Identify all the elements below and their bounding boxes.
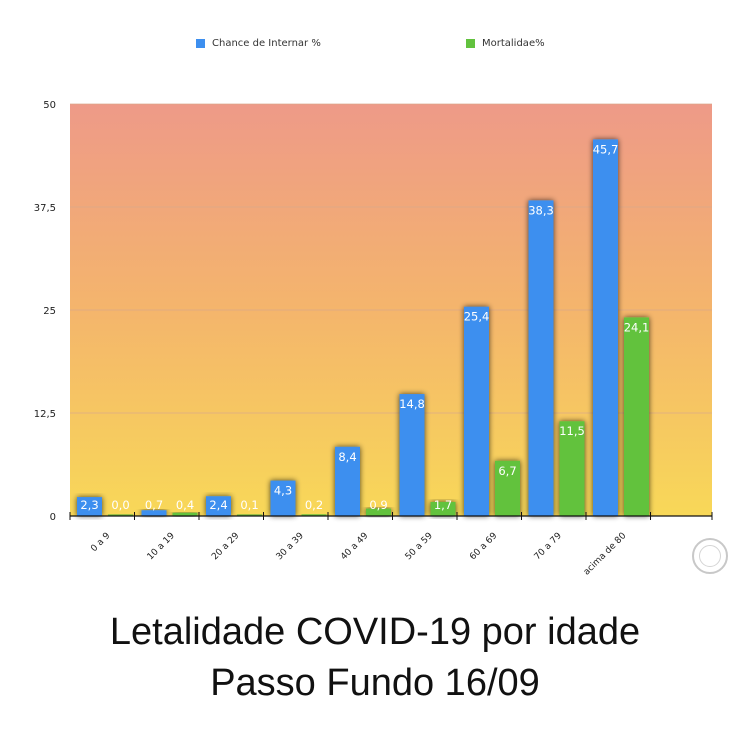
bar-mortalidade — [301, 514, 327, 516]
bar-mortalidade — [624, 317, 649, 516]
legend-item-mortalidade: Mortalidae% — [466, 38, 545, 49]
bar-mortalidade — [366, 508, 391, 516]
data-label: 45,7 — [593, 142, 619, 156]
y-tick-label: 37,5 — [34, 203, 56, 214]
data-label: 14,8 — [399, 397, 425, 411]
data-label: 0,4 — [176, 498, 194, 512]
y-tick-label: 50 — [43, 100, 56, 111]
data-label: 24,1 — [624, 320, 650, 334]
data-label: 6,7 — [498, 464, 516, 478]
bar-mortalidade — [237, 514, 262, 516]
bar-mortalidade — [108, 514, 133, 516]
bar-chance — [464, 306, 489, 516]
chart-title-line-2: Passo Fundo 16/09 — [210, 662, 540, 704]
legend-item-chance: Chance de Internar % — [196, 38, 321, 49]
x-tick-label: 60 a 69 — [468, 531, 499, 562]
bar-mortalidade — [430, 501, 456, 516]
bar-chance — [270, 480, 296, 516]
data-label: 0,2 — [305, 498, 323, 512]
x-tick-label: 40 a 49 — [339, 531, 370, 562]
bar-chance — [528, 200, 554, 516]
data-label: 8,4 — [338, 450, 356, 464]
bar-chance — [593, 139, 618, 516]
data-label: 0,0 — [111, 498, 129, 512]
chart-title-line-1: Letalidade COVID-19 por idade — [109, 611, 641, 653]
data-label: 38,3 — [528, 203, 554, 217]
x-tick-label: 70 a 79 — [533, 531, 564, 562]
x-tick-label: 50 a 59 — [404, 531, 435, 562]
bar-chart: 0 12,5 25 37,5 50 2,3 0,7 2,4 4,3 8,4 14,8 25,4 38,… — [34, 100, 713, 578]
bar-chance — [77, 497, 102, 516]
x-tick-label: 20 a 29 — [210, 531, 241, 562]
x-tick-label: 0 a 9 — [89, 531, 112, 554]
legend-swatch-mortalidade — [466, 39, 475, 48]
data-label: 2,3 — [80, 498, 98, 512]
bar-chance — [335, 446, 360, 516]
bar-chance — [206, 496, 231, 516]
bar-chance — [399, 394, 425, 516]
x-tick-label: acima de 80 — [582, 531, 629, 578]
bar-mortalidade — [495, 460, 520, 516]
data-label: 0,1 — [240, 498, 258, 512]
data-label: 0,9 — [369, 498, 387, 512]
bar-mortalidade — [559, 421, 585, 516]
data-label: 2,4 — [209, 498, 227, 512]
data-label: 11,5 — [559, 424, 585, 438]
home-button[interactable] — [692, 538, 728, 574]
x-tick-label: 30 a 39 — [275, 531, 306, 562]
legend-label-chance: Chance de Internar % — [212, 38, 321, 49]
data-label: 0,7 — [145, 498, 163, 512]
data-label: 1,7 — [434, 498, 452, 512]
data-label: 25,4 — [464, 310, 490, 324]
y-tick-label: 25 — [43, 306, 56, 317]
legend-label-mortalidade: Mortalidae% — [482, 38, 545, 49]
data-label: 4,3 — [274, 484, 292, 498]
bar-chance — [141, 510, 167, 516]
y-tick-label: 0 — [50, 512, 56, 523]
y-tick-label: 12,5 — [34, 409, 56, 420]
x-tick-label: 10 a 19 — [146, 531, 177, 562]
legend-swatch-chance — [196, 39, 205, 48]
bar-mortalidade — [172, 512, 198, 516]
